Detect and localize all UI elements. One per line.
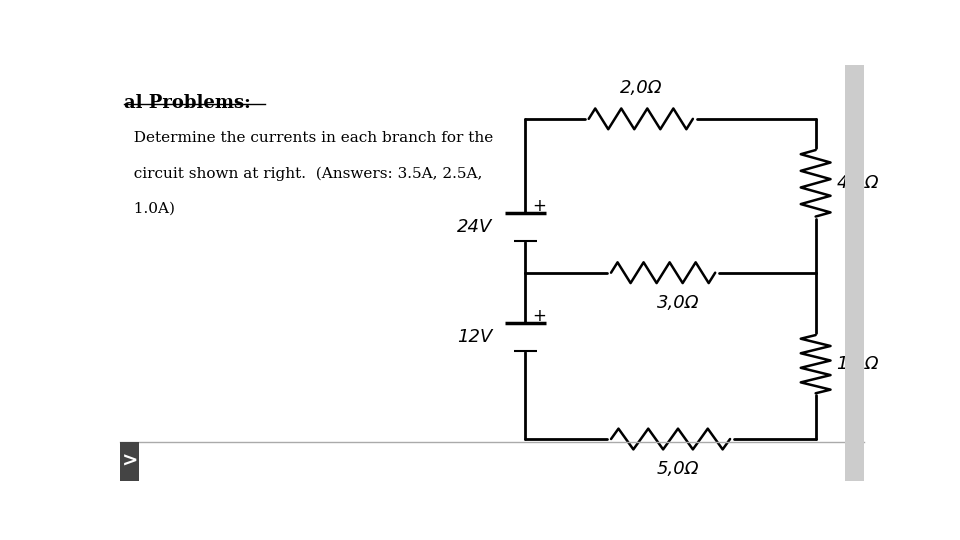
- Text: circuit shown at right.  (Answers: 3.5A, 2.5A,: circuit shown at right. (Answers: 3.5A, …: [124, 167, 482, 181]
- Text: 1.0A): 1.0A): [124, 202, 175, 216]
- Text: 1,0Ω: 1,0Ω: [836, 355, 879, 373]
- Text: +: +: [532, 197, 546, 215]
- Text: 5,0Ω: 5,0Ω: [657, 460, 699, 478]
- Text: 4,0Ω: 4,0Ω: [836, 174, 879, 192]
- Text: 12V: 12V: [457, 328, 492, 346]
- Text: 2,0Ω: 2,0Ω: [619, 79, 662, 97]
- Text: Determine the currents in each branch for the: Determine the currents in each branch fo…: [124, 131, 493, 145]
- Text: >: >: [122, 452, 138, 471]
- Bar: [845, 65, 864, 481]
- Text: 24V: 24V: [457, 218, 492, 236]
- Text: +: +: [532, 307, 546, 326]
- Text: 3,0Ω: 3,0Ω: [657, 294, 699, 312]
- Bar: [120, 442, 139, 481]
- Text: al Problems:: al Problems:: [124, 94, 251, 112]
